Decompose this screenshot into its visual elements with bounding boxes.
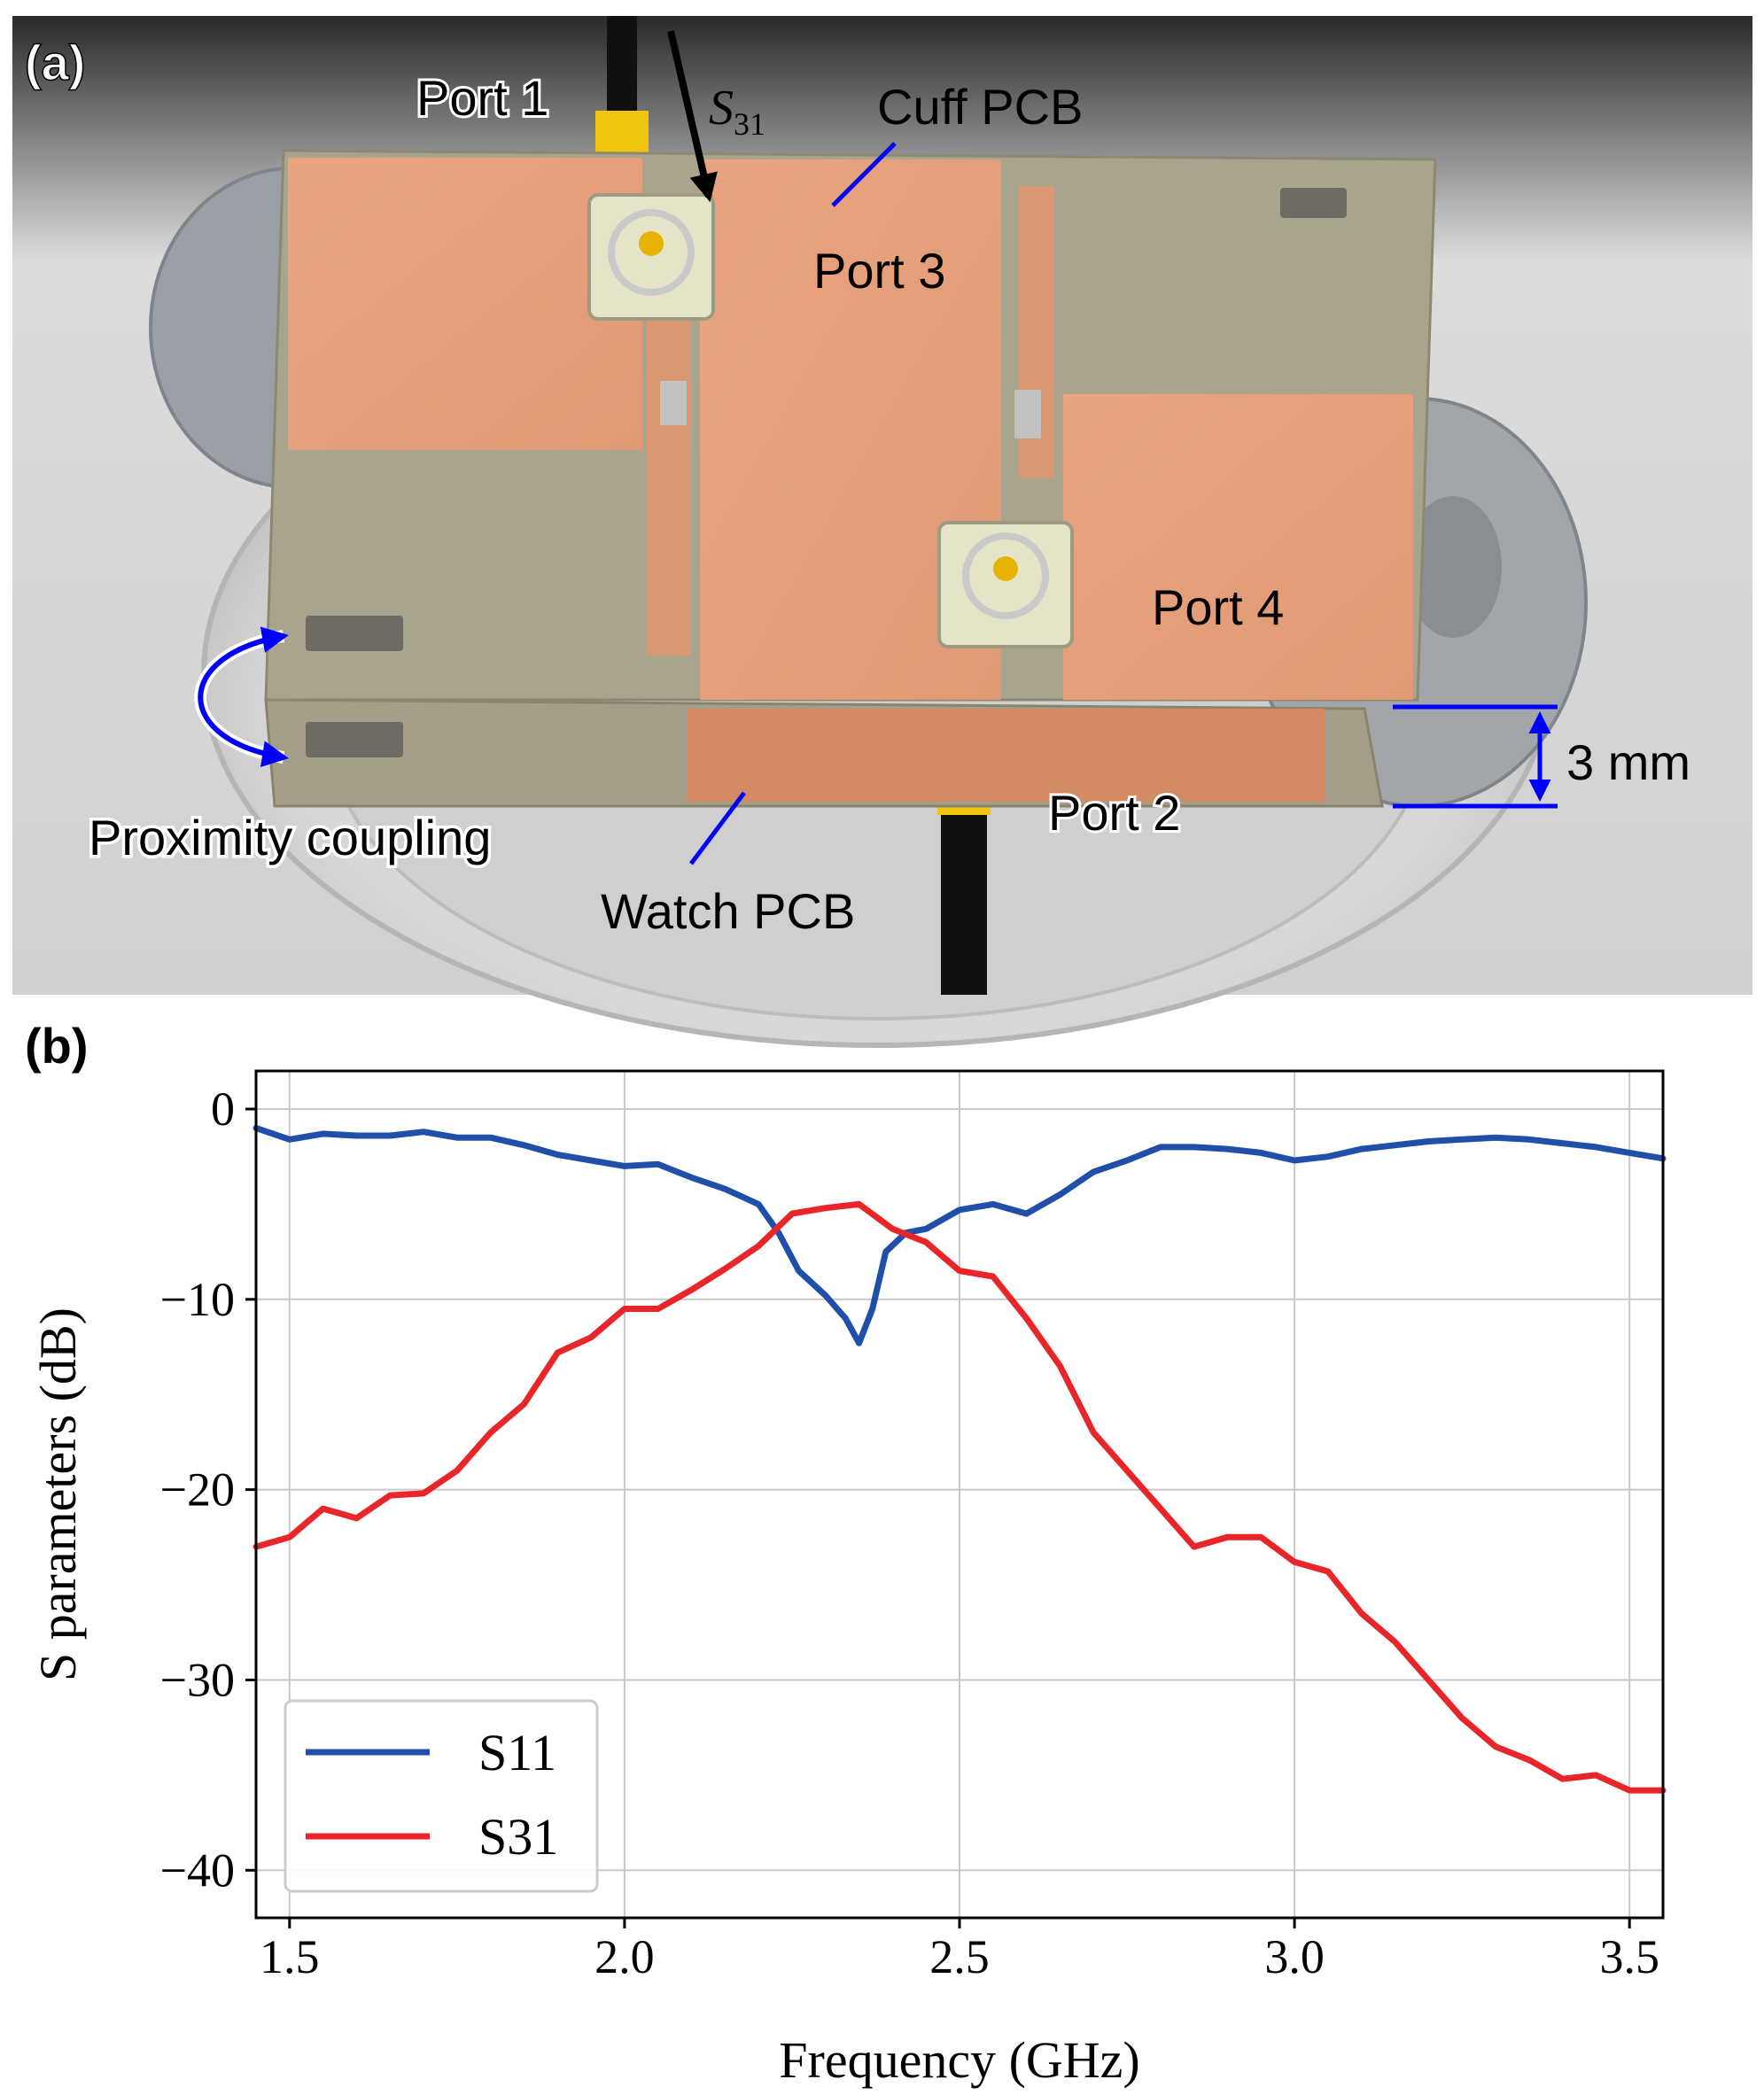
x-tick-label: 3.0 (1264, 1930, 1325, 1983)
tick-layer: 1.5 2.0 2.5 3.0 3.5 0 −10 −20 −30 −40 (160, 1082, 1659, 1983)
copper-pad-3 (1063, 394, 1413, 700)
y-tick-label: −20 (160, 1463, 235, 1517)
cuff-pcb-pointer (831, 142, 897, 207)
smd-component-1 (1280, 188, 1347, 218)
label-port2: Port 2 (1048, 785, 1180, 841)
smd-component-4 (660, 381, 687, 425)
y-tick-label: 0 (211, 1082, 235, 1136)
x-tick-label: 2.0 (594, 1930, 655, 1983)
connector-port3-ring (608, 209, 695, 296)
series-line-s31 (253, 1200, 1667, 1794)
label-port4: Port 4 (1152, 579, 1284, 635)
x-tick-label: 3.5 (1599, 1930, 1659, 1983)
cable-port2 (941, 797, 987, 995)
legend-box (284, 1699, 599, 1893)
legend-label-s11: S11 (478, 1724, 556, 1781)
legend: S11 S31 (284, 1699, 599, 1893)
photo-panel: (a) Port 1 S31 Cuff PCB Port 3 Port 4 3 … (12, 16, 1752, 1048)
watch-pcb-pointer (689, 791, 746, 865)
x-axis-label: Frequency (GHz) (779, 2031, 1139, 2089)
watch-copper-trace (687, 709, 1325, 802)
y-tick-label: −40 (160, 1843, 235, 1897)
smd-component-2 (306, 616, 403, 651)
x-tick-label: 1.5 (260, 1930, 320, 1983)
smd-component-5 (1014, 390, 1041, 438)
connector-port1 (595, 111, 649, 155)
x-tick-label: 2.5 (929, 1930, 990, 1983)
panel-b-label: (b) (25, 1018, 89, 1074)
connector-port4-pin (993, 556, 1018, 581)
label-cuff-pcb: Cuff PCB (877, 79, 1083, 135)
label-thickness: 3 mm (1566, 734, 1690, 790)
washer-hole-right (1404, 496, 1502, 638)
connector-port4-ring (962, 532, 1049, 619)
smd-component-3 (306, 722, 403, 757)
y-axis-label: S parameters (dB) (29, 1307, 87, 1681)
y-tick-label: −30 (160, 1653, 235, 1706)
copper-trace-1 (647, 266, 691, 656)
s31-arrow (667, 30, 718, 203)
panel-a-label: (a) (25, 35, 85, 90)
connector-port3-pin (639, 231, 664, 256)
copper-pad-1 (288, 158, 642, 450)
grid-layer (256, 1071, 1663, 1918)
s-parameter-chart: 1.5 2.0 2.5 3.0 3.5 0 −10 −20 −30 −40 Frequency (… (29, 1069, 1667, 2089)
label-proximity: Proximity coupling (89, 810, 491, 865)
series-layer (253, 1124, 1667, 1794)
label-watch-pcb: Watch PCB (601, 883, 855, 939)
y-tick-label: −10 (160, 1273, 235, 1326)
label-port1: Port 1 (416, 70, 548, 126)
connector-port4 (937, 521, 1074, 648)
label-port3: Port 3 (813, 243, 945, 299)
proximity-arrow-inner (198, 626, 289, 768)
legend-label-s31: S31 (478, 1808, 558, 1866)
cable-port1 (607, 16, 637, 122)
label-s31: S31 (709, 81, 765, 142)
